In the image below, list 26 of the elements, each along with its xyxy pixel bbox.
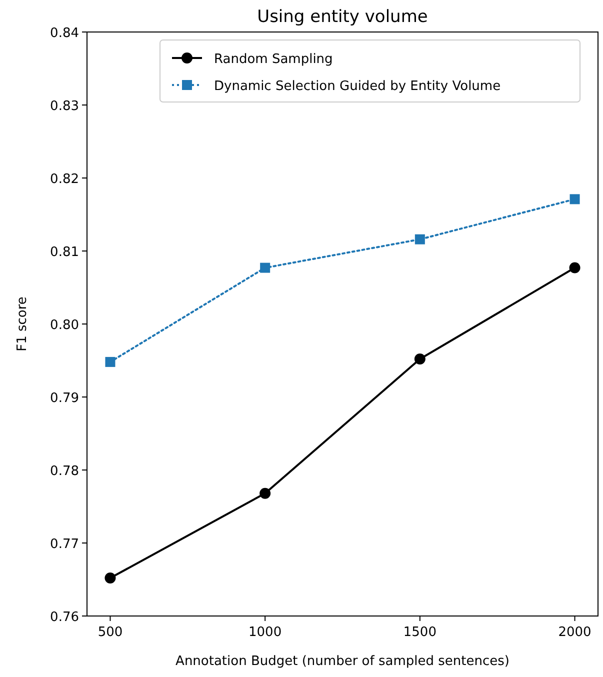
legend-label: Random Sampling <box>214 52 333 67</box>
y-tick-label: 0.81 <box>50 245 79 260</box>
x-tick-label: 1000 <box>248 625 282 640</box>
x-tick-label: 2000 <box>558 625 592 640</box>
point <box>569 262 580 274</box>
x-axis-title: Annotation Budget (number of sampled sentences) <box>176 654 510 669</box>
y-tick-label: 0.79 <box>50 391 79 406</box>
point <box>414 234 425 244</box>
point <box>104 572 116 584</box>
point <box>260 488 271 499</box>
chart-title: Using entity volume <box>257 7 428 27</box>
y-tick-label: 0.84 <box>50 26 79 41</box>
point <box>570 194 580 204</box>
point <box>414 354 426 365</box>
x-tick-label: 1500 <box>403 625 436 640</box>
y-tick-label: 0.77 <box>50 537 79 552</box>
y-tick-label: 0.80 <box>50 318 79 333</box>
legend-label: Dynamic Selection Guided by Entity Volume <box>214 79 501 94</box>
point <box>105 356 116 367</box>
point <box>260 262 270 273</box>
y-tick-label: 0.78 <box>50 464 79 479</box>
x-tick-label: 500 <box>98 625 123 640</box>
y-tick-label: 0.76 <box>50 610 79 625</box>
y-tick-label: 0.82 <box>50 172 79 187</box>
y-axis-title: F1 score <box>15 296 30 352</box>
y-tick-label: 0.83 <box>50 99 79 114</box>
